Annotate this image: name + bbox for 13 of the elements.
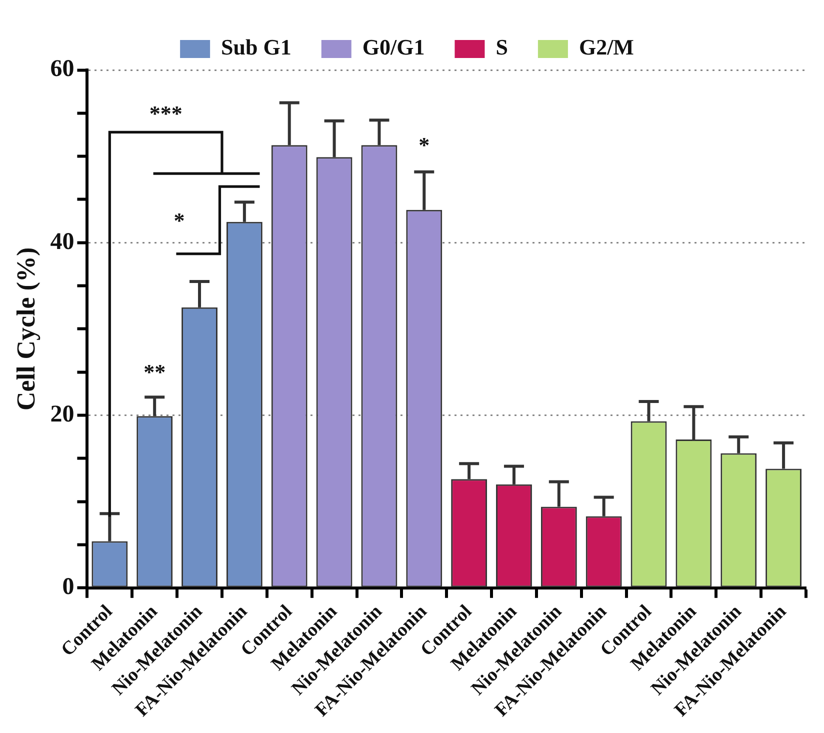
y-tick-label: 60 — [50, 56, 74, 82]
legend-label: G0/G1 — [362, 34, 425, 60]
y-tick-label: 0 — [62, 574, 74, 600]
legend-label: S — [496, 34, 508, 60]
annotation: *** — [149, 100, 182, 126]
annotation: ** — [144, 360, 166, 385]
y-axis-title: Cell Cycle (%) — [11, 247, 40, 411]
legend-label: Sub G1 — [221, 34, 292, 60]
y-tick-label: 40 — [50, 228, 74, 255]
y-tick-label: 20 — [50, 401, 74, 428]
annotation: * — [418, 132, 430, 158]
legend-label: G2/M — [578, 34, 634, 60]
annotation: * — [174, 208, 185, 233]
